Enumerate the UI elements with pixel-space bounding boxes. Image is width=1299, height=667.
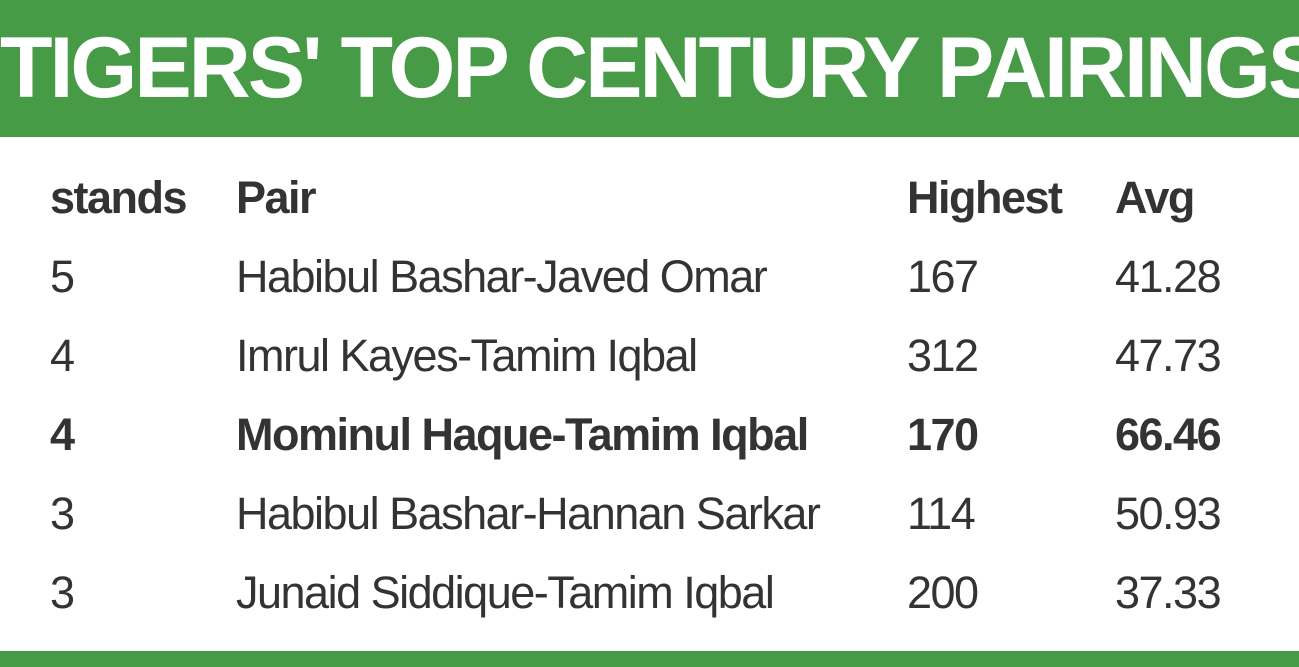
cell-stands: 4 (50, 330, 75, 381)
footer-bar (0, 651, 1299, 667)
cell-avg: 50.93 (1115, 488, 1222, 539)
cell-pair: Junaid Siddique-Tamim Iqbal (236, 567, 775, 618)
cell-stands: 3 (50, 488, 75, 539)
cell-pair: Mominul Haque-Tamim Iqbal (236, 409, 809, 460)
cell-avg: 41.28 (1115, 251, 1222, 302)
cell-highest: 312 (907, 330, 979, 381)
table-row: 5 Habibul Bashar-Javed Omar 167 41.28 (0, 237, 1299, 316)
column-header-pair: Pair (236, 172, 317, 223)
table-header-row: stands Pair Highest Avg (0, 158, 1299, 237)
cell-avg: 47.73 (1115, 330, 1222, 381)
cell-pair: Habibul Bashar-Javed Omar (236, 251, 768, 302)
cell-stands: 3 (50, 567, 75, 618)
cell-stands: 5 (50, 251, 75, 302)
cell-highest: 114 (907, 488, 976, 539)
cell-highest: 167 (907, 251, 979, 302)
cell-stands: 4 (50, 409, 75, 460)
table-row: 4 Mominul Haque-Tamim Iqbal 170 66.46 (0, 395, 1299, 474)
cell-highest: 200 (907, 567, 979, 618)
table-row: 4 Imrul Kayes-Tamim Iqbal 312 47.73 (0, 316, 1299, 395)
page-title: TIGERS' TOP CENTURY PAIRINGS (0, 20, 1299, 116)
cell-avg: 37.33 (1115, 567, 1222, 618)
cell-pair: Habibul Bashar-Hannan Sarkar (236, 488, 821, 539)
table-row: 3 Habibul Bashar-Hannan Sarkar 114 50.93 (0, 474, 1299, 553)
column-header-avg: Avg (1115, 172, 1195, 223)
column-header-highest: Highest (907, 172, 1063, 223)
column-header-stands: stands (50, 172, 188, 223)
title-banner: TIGERS' TOP CENTURY PAIRINGS (0, 0, 1299, 137)
table-row: 3 Junaid Siddique-Tamim Iqbal 200 37.33 (0, 553, 1299, 632)
pairings-table: stands Pair Highest Avg 5 Habibul Bashar… (0, 158, 1299, 632)
cell-pair: Imrul Kayes-Tamim Iqbal (236, 330, 698, 381)
cell-highest: 170 (907, 409, 979, 460)
cell-avg: 66.46 (1115, 409, 1222, 460)
